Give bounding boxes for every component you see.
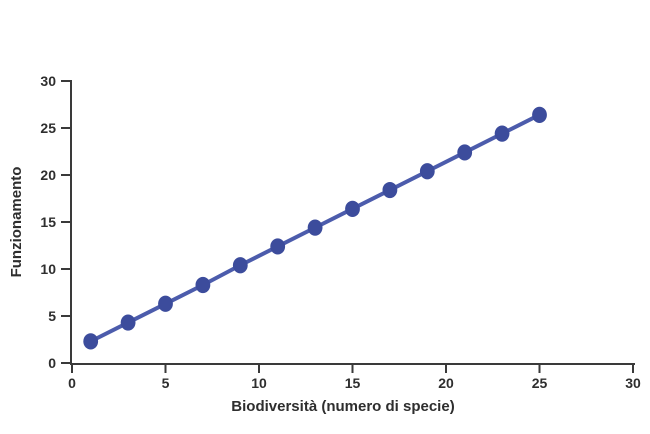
data-point: [232, 257, 248, 274]
y-tick-label: 15: [40, 214, 56, 230]
x-tick-label: 15: [345, 375, 361, 391]
data-point: [120, 314, 136, 331]
data-point: [195, 276, 211, 294]
data-point: [307, 219, 323, 236]
tick-labels: 0 5 10 15 20 25 30 0 5 10 15 20 25 30: [40, 73, 641, 391]
y-tick-label: 20: [40, 167, 56, 183]
y-axis-title: Funzionamento: [8, 167, 25, 278]
y-tick-label: 0: [48, 355, 56, 371]
y-tick-label: 25: [40, 120, 56, 136]
axes: [61, 80, 635, 373]
x-tick-label: 0: [68, 375, 76, 391]
data-point: [345, 200, 360, 217]
x-tick-label: 5: [162, 375, 170, 391]
x-tick-label: 25: [532, 375, 548, 391]
x-tick-label: 20: [438, 375, 454, 391]
data-point: [270, 238, 286, 255]
data-point: [83, 333, 99, 350]
data-point: [158, 295, 173, 312]
x-tick-label: 30: [625, 375, 641, 391]
y-tick-label: 10: [40, 261, 56, 277]
y-tick-label: 30: [40, 73, 56, 89]
data-point: [382, 181, 398, 199]
data-point: [532, 106, 547, 123]
x-axis-title: Biodiversità (numero di specie): [231, 398, 454, 415]
data-point: [494, 125, 510, 142]
data-point: [457, 144, 473, 161]
data-series: [83, 106, 547, 350]
data-point: [419, 163, 435, 180]
x-tick-label: 10: [251, 375, 267, 391]
y-tick-label: 5: [48, 308, 56, 324]
